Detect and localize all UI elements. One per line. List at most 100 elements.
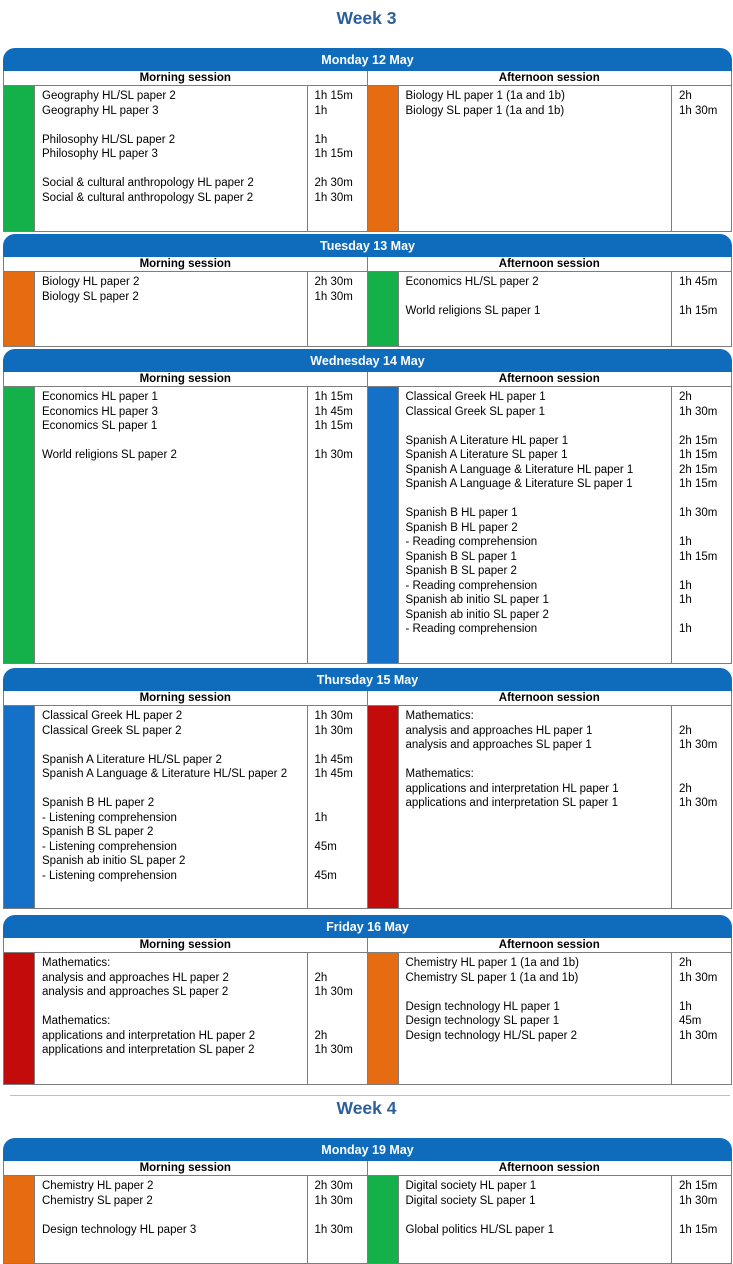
exam-subject: Spanish ab initio SL paper 2 xyxy=(42,855,186,867)
spacer xyxy=(42,434,307,449)
exam-duration: 1h 15m xyxy=(679,1223,718,1236)
exam-subject: Spanish ab initio SL paper 2 xyxy=(405,608,549,621)
exam-subject: Design technology HL/SL paper 2 xyxy=(405,1029,578,1042)
session-header: Afternoon session xyxy=(367,691,731,706)
exam-duration: 1h 30m xyxy=(679,797,718,809)
exam-subject: Design technology HL paper 1 xyxy=(405,1000,560,1013)
exam-duration: 1h xyxy=(314,133,328,146)
exam-subject: analysis and approaches HL paper 1 xyxy=(405,724,593,737)
spacer xyxy=(679,419,731,434)
exam-subject: Economics HL paper 1 xyxy=(42,391,158,403)
session-header: Afternoon session xyxy=(367,71,731,86)
spacer xyxy=(679,985,731,1000)
subject-column: Economics HL/SL paper 2 World religions S… xyxy=(399,272,672,346)
day-header: Wednesday 14 May xyxy=(3,349,732,372)
session-header: Afternoon session xyxy=(367,938,731,953)
morning-session: Morning session Mathematics: analysis and … xyxy=(4,938,368,1084)
spacer xyxy=(42,118,307,133)
exam-duration: 2h xyxy=(314,1029,328,1042)
exam-duration: 2h xyxy=(679,391,692,403)
subject-group-color-bar xyxy=(367,1176,399,1263)
exam-subject: Spanish B HL paper 1 xyxy=(405,507,518,519)
exam-duration: 1h xyxy=(679,623,692,635)
exam-subject: Economics HL/SL paper 2 xyxy=(405,276,539,288)
exam-subject: Spanish B SL paper 2 xyxy=(42,826,154,838)
duration-column: 2h 1h 30m 2h 15m 1h 15m 2h 15m 1h 15m 1h 30m 1h… xyxy=(671,387,731,663)
session-header: Morning session xyxy=(4,938,367,953)
day-block: Thursday 15 May Morning session Classical … xyxy=(3,668,732,909)
spacer xyxy=(406,753,672,768)
subject-column: Chemistry HL paper 1 (1a and 1b) Chemistr… xyxy=(399,953,672,1084)
morning-session: Morning session Chemistry HL paper 2 Chemi… xyxy=(4,1161,368,1263)
subject-column: Classical Greek HL paper 2 Classical Gree… xyxy=(35,706,307,908)
week-title: Week 4 xyxy=(336,1098,397,1118)
exam-duration: 1h 30m xyxy=(679,507,718,519)
subject-group-color-bar xyxy=(4,86,35,231)
duration-column: 1h 45m 1h 15m xyxy=(671,272,731,346)
exam-subject: Mathematics: xyxy=(405,768,474,780)
day-header: Monday 12 May xyxy=(3,48,732,71)
spacer xyxy=(315,854,367,869)
subject-group-color-bar xyxy=(4,953,35,1084)
subject-group-color-bar xyxy=(4,1176,35,1263)
spacer xyxy=(42,782,307,797)
subject-group-color-bar xyxy=(367,706,399,908)
day-sessions: Morning session Economics HL paper 1 Econo… xyxy=(3,372,732,664)
exam-subject: World religions SL paper 1 xyxy=(405,305,541,317)
exam-subject: World religions SL paper 2 xyxy=(42,449,177,461)
exam-subject: Chemistry SL paper 1 (1a and 1b) xyxy=(405,971,579,984)
exam-subject: Biology SL paper 1 (1a and 1b) xyxy=(405,104,565,117)
day-sessions: Morning session Chemistry HL paper 2 Chemi… xyxy=(3,1161,732,1264)
duration-column: 2h 1h 30m 2h 1h 30m xyxy=(306,953,367,1084)
exam-subject: Chemistry HL paper 2 xyxy=(42,1180,154,1192)
exam-duration: 1h 30m xyxy=(314,724,353,737)
subject-column: Mathematics: analysis and approaches HL p… xyxy=(399,706,672,908)
morning-session: Morning session Economics HL paper 1 Econo… xyxy=(4,372,368,663)
spacer xyxy=(42,1208,307,1223)
spacer xyxy=(315,162,367,177)
exam-subject: Social & cultural anthropology SL paper … xyxy=(42,191,254,204)
exam-subject: Chemistry SL paper 2 xyxy=(42,1194,153,1207)
spacer xyxy=(679,521,731,536)
exam-duration: 2h 30m xyxy=(314,1180,353,1192)
day-block: Monday 19 May Morning session Chemistry HL… xyxy=(3,1138,732,1264)
exam-subject: Spanish A Language & Literature HL/SL pa… xyxy=(42,768,288,780)
duration-column: 2h 1h 30m 2h 1h 30m xyxy=(671,706,731,908)
session-header: Morning session xyxy=(4,257,367,272)
exam-subject: Spanish B HL paper 2 xyxy=(405,521,518,534)
session-body: Chemistry HL paper 2 Chemistry SL paper 2… xyxy=(4,1176,367,1263)
spacer xyxy=(315,118,367,133)
exam-subject: Digital society HL paper 1 xyxy=(405,1180,537,1192)
spacer xyxy=(679,709,731,724)
day-header: Monday 19 May xyxy=(3,1138,732,1161)
session-body: Mathematics: analysis and approaches HL p… xyxy=(367,706,732,908)
spacer xyxy=(406,985,672,1000)
subject-column: Chemistry HL paper 2 Chemistry SL paper 2… xyxy=(35,1176,307,1263)
exam-subject: Design technology HL paper 3 xyxy=(42,1223,197,1236)
duration-column: 2h 1h 30m 1h 45m 1h 30m xyxy=(671,953,731,1084)
exam-duration: 1h 45m xyxy=(679,276,718,288)
duration-column: 2h 30m 1h 30m xyxy=(306,272,367,346)
exam-subject: applications and interpretation SL paper… xyxy=(42,1044,255,1056)
exam-subject: Spanish B HL paper 2 xyxy=(42,797,155,809)
subject-column: Mathematics: analysis and approaches HL p… xyxy=(35,953,307,1084)
spacer xyxy=(406,492,672,507)
exam-duration: 45m xyxy=(314,869,337,882)
spacer xyxy=(406,290,672,305)
spacer xyxy=(315,1014,367,1029)
session-body: Mathematics: analysis and approaches HL p… xyxy=(4,953,367,1084)
exam-subject: Classical Greek SL paper 1 xyxy=(405,405,546,418)
day-block: Wednesday 14 May Morning session Economics… xyxy=(3,349,732,664)
exam-subject: Chemistry HL paper 1 (1a and 1b) xyxy=(405,957,579,969)
exam-subject: Classical Greek HL paper 2 xyxy=(42,710,183,722)
exam-subject: Spanish B SL paper 2 xyxy=(405,565,517,577)
afternoon-session: Afternoon session Classical Greek HL pape… xyxy=(367,372,731,663)
exam-subject: Spanish A Language & Literature HL paper… xyxy=(405,463,634,476)
exam-subject: - Reading comprehension xyxy=(405,579,538,592)
spacer xyxy=(679,1208,731,1223)
day-header: Tuesday 13 May xyxy=(3,234,732,257)
exam-subject: Philosophy HL/SL paper 2 xyxy=(42,133,176,146)
exam-subject: Design technology SL paper 1 xyxy=(405,1015,560,1027)
afternoon-session: Afternoon session Chemistry HL paper 1 (1… xyxy=(367,938,731,1084)
duration-column: 1h 15m 1h 45m 1h 15m 1h 30m xyxy=(306,387,367,663)
